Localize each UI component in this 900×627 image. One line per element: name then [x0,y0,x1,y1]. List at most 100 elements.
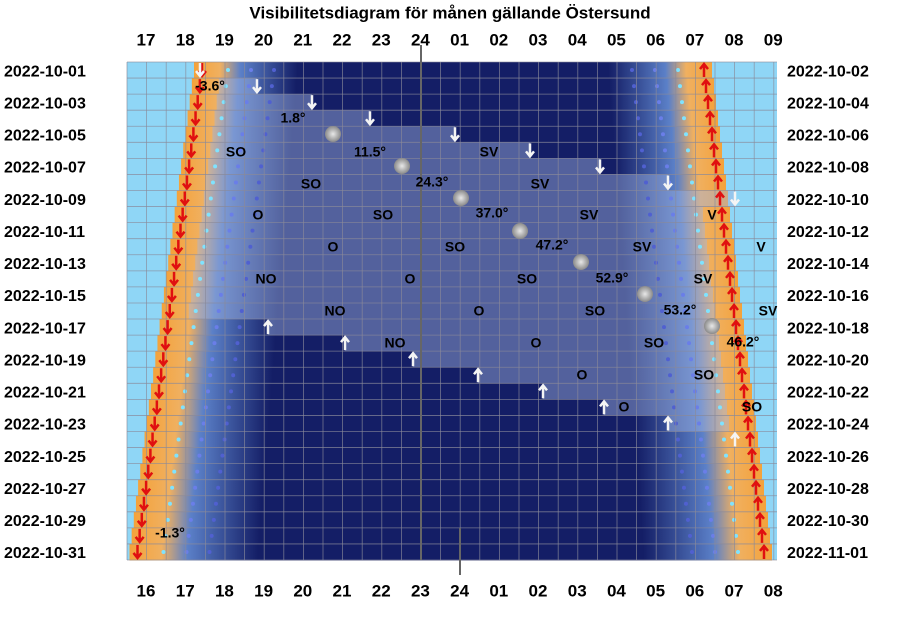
moonlit-band [345,335,719,352]
twilight-dot [722,437,726,442]
twilight-dot [231,196,236,201]
twilight-dot [704,292,708,297]
sunrise-arrow [737,367,747,383]
left-date-label: 2022-10-09 [4,192,86,209]
twilight-dot [632,84,636,89]
top-hour-label: 19 [215,30,234,49]
sunrise-arrow [707,126,717,142]
twilight-dot [669,196,673,201]
sunset-arrow [143,464,154,480]
sunrise-arrow [715,190,725,206]
sunrise-arrow [729,302,739,318]
twilight-dot [709,517,713,522]
sunset-arrow [132,544,143,560]
left-date-label: 2022-10-15 [4,288,86,305]
night-band [187,110,719,127]
twilight-dot [187,357,192,362]
twilight-dot [648,212,652,217]
sunset-arrow [192,95,203,111]
twilight-dot [690,549,694,554]
moonlit-band [201,206,703,224]
twilight-dot [172,469,177,474]
twilight-dot [720,421,724,426]
twilight-dot [235,341,240,346]
moonrise-arrow [599,399,609,415]
night-band [153,367,750,384]
twilight-dot [226,68,230,73]
twilight-dot [238,148,243,153]
moonset-arrow [365,111,375,127]
bottom-hour-label: 01 [489,581,508,600]
direction-label: SO [301,176,321,192]
twilight-dot [163,533,168,538]
altitude-label: 11.5° [354,144,386,160]
moonset-arrow [525,143,535,159]
twilight-dot [726,469,730,474]
top-hour-label: 05 [607,30,626,49]
twilight-dot [197,453,202,458]
night-band [185,126,720,143]
twilight-dot [191,325,196,330]
direction-label: O [253,207,264,223]
moonlit-band [188,302,715,320]
twilight-dot [681,292,685,297]
sunset-arrow [194,79,205,95]
moonrise-arrow [263,319,273,335]
twilight-dot [167,501,172,506]
sunset-arrow [166,287,177,303]
sunset-arrow [147,432,158,448]
twilight-dot [224,421,229,426]
twilight-dot [244,276,249,281]
bottom-hour-label: 22 [372,581,391,600]
sunrise-arrow [759,543,769,559]
twilight-dot [174,453,179,458]
twilight-dot [218,469,223,474]
twilight-dot [698,244,702,249]
direction-label: SO [226,144,246,160]
twilight-dot [199,437,204,442]
twilight-dot [686,148,690,153]
direction-label: SV [580,207,599,223]
twilight-dot [676,68,680,73]
twilight-dot [209,533,214,538]
twilight-dot [239,309,244,313]
twilight-dot [684,501,688,506]
twilight-dot [702,276,706,281]
twilight-dot [634,100,638,105]
twilight-dot [718,405,722,410]
twilight-dot [696,228,700,233]
twilight-dot [650,228,654,233]
night-band [135,495,766,513]
moonlit-band [214,110,370,127]
twilight-dot [670,389,674,394]
top-hour-label: 22 [333,30,352,49]
twilight-dot [267,100,272,105]
right-date-label: 2022-10-24 [787,417,869,434]
twilight-dot [183,389,187,394]
direction-label: SV [694,271,713,287]
twilight-dot [716,389,720,394]
twilight-dot [165,517,170,522]
moonlit-band [604,399,727,416]
moonlit-band [195,254,709,272]
twilight-dot [673,228,677,233]
twilight-dot [703,469,707,474]
altitude-label: 37.0° [476,205,509,221]
direction-label: SO [694,367,714,383]
twilight-dot [687,341,691,346]
bottom-hour-label: 07 [725,581,744,600]
bottom-hour-label: 20 [293,581,312,600]
sunset-arrow [175,223,186,239]
sunrise-arrow [743,415,753,431]
twilight-dot [254,196,259,201]
moon-icon [394,158,410,174]
twilight-dot [195,292,200,297]
moonrise-arrow [538,383,548,399]
bottom-hour-label: 24 [450,581,469,600]
left-date-label: 2022-10-31 [4,545,86,562]
night-band [191,78,715,95]
twilight-dot [193,309,198,313]
sunrise-arrow [733,335,743,351]
moonrise-arrow [730,431,740,447]
twilight-dot [259,164,264,169]
